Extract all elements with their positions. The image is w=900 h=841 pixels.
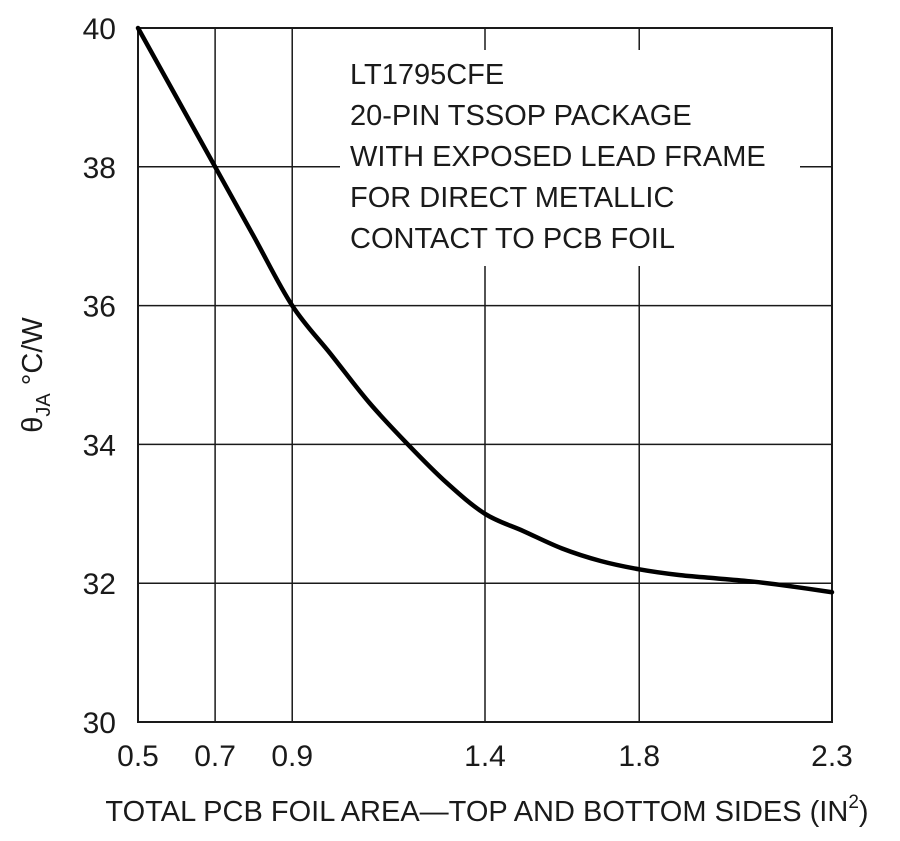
x-tick-label: 0.9 xyxy=(271,740,313,773)
x-axis-title-superscript: 2 xyxy=(848,792,859,813)
annotation-line: FOR DIRECT METALLIC xyxy=(350,182,674,214)
x-axis-title: TOTAL PCB FOIL AREA—TOP AND BOTTOM SIDES… xyxy=(105,792,868,828)
plot-frame xyxy=(137,27,833,723)
y-tick-label: 30 xyxy=(83,707,116,740)
x-axis-title-suffix: ) xyxy=(859,796,869,828)
series-line xyxy=(135,25,835,595)
y-tick-label: 40 xyxy=(83,13,116,46)
annotation-line: LT1795CFE xyxy=(350,59,504,91)
y-tick-label: 32 xyxy=(83,568,116,601)
x-tick-labels: 0.5 0.7 0.9 1.4 1.8 2.3 xyxy=(117,740,853,773)
x-tick-label: 0.5 xyxy=(117,740,159,773)
annotation-background xyxy=(340,50,800,266)
annotation-text: LT1795CFE 20-PIN TSSOP PACKAGE WITH EXPOSE… xyxy=(350,59,766,255)
y-axis-title-subscript: JA xyxy=(33,393,55,417)
annotation-line: 20-PIN TSSOP PACKAGE xyxy=(350,100,692,132)
y-tick-label: 36 xyxy=(83,291,116,324)
y-axis-title-symbol: θ xyxy=(17,417,49,433)
y-axis-title-unit: °C/W xyxy=(17,317,49,394)
x-tick-label: 1.4 xyxy=(464,740,506,773)
annotation-line: CONTACT TO PCB FOIL xyxy=(350,223,675,255)
annotation-line: WITH EXPOSED LEAD FRAME xyxy=(350,141,766,173)
y-axis-title: θJA °C/W xyxy=(17,317,55,433)
y-tick-labels: 30 32 34 36 38 40 xyxy=(83,13,116,740)
x-tick-label: 0.7 xyxy=(194,740,236,773)
x-tick-label: 2.3 xyxy=(811,740,853,773)
x-tick-label: 1.8 xyxy=(618,740,660,773)
y-tick-label: 34 xyxy=(83,429,116,462)
annotation-box: LT1795CFE 20-PIN TSSOP PACKAGE WITH EXPOSE… xyxy=(340,50,800,266)
y-tick-label: 38 xyxy=(83,152,116,185)
x-axis-title-main: TOTAL PCB FOIL AREA—TOP AND BOTTOM SIDES… xyxy=(105,796,848,828)
